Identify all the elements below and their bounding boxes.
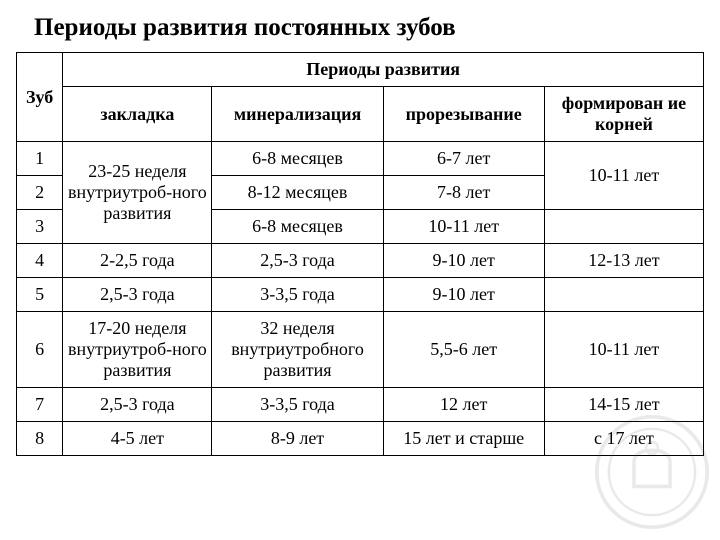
cell-tooth: 8	[17, 422, 63, 456]
cell-tooth: 4	[17, 244, 63, 278]
cell-tooth: 6	[17, 312, 63, 388]
cell-b: 2,5-3 года	[212, 244, 383, 278]
cell-d: 12-13 лет	[544, 244, 703, 278]
cell-korni	[544, 210, 703, 244]
page-title: Периоды развития постоянных зубов	[0, 0, 720, 52]
cell-a: 2-2,5 года	[63, 244, 212, 278]
cell-tooth: 3	[17, 210, 63, 244]
cell-min: 8-12 месяцев	[212, 176, 383, 210]
table-row: 5 2,5-3 года 3-3,5 года 9-10 лет	[17, 278, 704, 312]
cell-d: с 17 лет	[544, 422, 703, 456]
cell-d: 14-15 лет	[544, 388, 703, 422]
header-mineralization: минерализация	[212, 87, 383, 142]
cell-b: 3-3,5 года	[212, 278, 383, 312]
table-row: 7 2,5-3 года 3-3,5 года 12 лет 14-15 лет	[17, 388, 704, 422]
header-roots: формирован ие корней	[544, 87, 703, 142]
cell-a: 2,5-3 года	[63, 388, 212, 422]
header-tooth: Зуб	[17, 53, 63, 142]
table-row: 1 23-25 неделя внутриутроб-ного развития…	[17, 142, 704, 176]
cell-tooth: 5	[17, 278, 63, 312]
cell-tooth: 1	[17, 142, 63, 176]
cell-pro: 10-11 лет	[383, 210, 544, 244]
cell-a: 4-5 лет	[63, 422, 212, 456]
cell-korni-merged: 10-11 лет	[544, 142, 703, 210]
table-header-row: Зуб Периоды развития	[17, 53, 704, 87]
cell-c: 12 лет	[383, 388, 544, 422]
header-eruption: прорезывание	[383, 87, 544, 142]
cell-a: 17-20 неделя внутриутроб-ного развития	[63, 312, 212, 388]
cell-c: 15 лет и старше	[383, 422, 544, 456]
cell-d: 10-11 лет	[544, 312, 703, 388]
cell-b: 32 неделя внутриутробного развития	[212, 312, 383, 388]
teeth-table: Зуб Периоды развития закладка минерализа…	[16, 52, 704, 456]
cell-d	[544, 278, 703, 312]
cell-tooth: 7	[17, 388, 63, 422]
cell-min: 6-8 месяцев	[212, 142, 383, 176]
cell-zakladka-merged: 23-25 неделя внутриутроб-ного развития	[63, 142, 212, 244]
table-row: 4 2-2,5 года 2,5-3 года 9-10 лет 12-13 л…	[17, 244, 704, 278]
cell-min: 6-8 месяцев	[212, 210, 383, 244]
cell-c: 9-10 лет	[383, 244, 544, 278]
table-row: 6 17-20 неделя внутриутроб-ного развития…	[17, 312, 704, 388]
cell-c: 9-10 лет	[383, 278, 544, 312]
cell-a: 2,5-3 года	[63, 278, 212, 312]
table-row: 8 4-5 лет 8-9 лет 15 лет и старше с 17 л…	[17, 422, 704, 456]
cell-b: 3-3,5 года	[212, 388, 383, 422]
cell-tooth: 2	[17, 176, 63, 210]
cell-c: 5,5-6 лет	[383, 312, 544, 388]
cell-pro: 7-8 лет	[383, 176, 544, 210]
header-periods: Периоды развития	[63, 53, 704, 87]
table-subheader-row: закладка минерализация прорезывание форм…	[17, 87, 704, 142]
header-zakladka: закладка	[63, 87, 212, 142]
cell-pro: 6-7 лет	[383, 142, 544, 176]
cell-b: 8-9 лет	[212, 422, 383, 456]
